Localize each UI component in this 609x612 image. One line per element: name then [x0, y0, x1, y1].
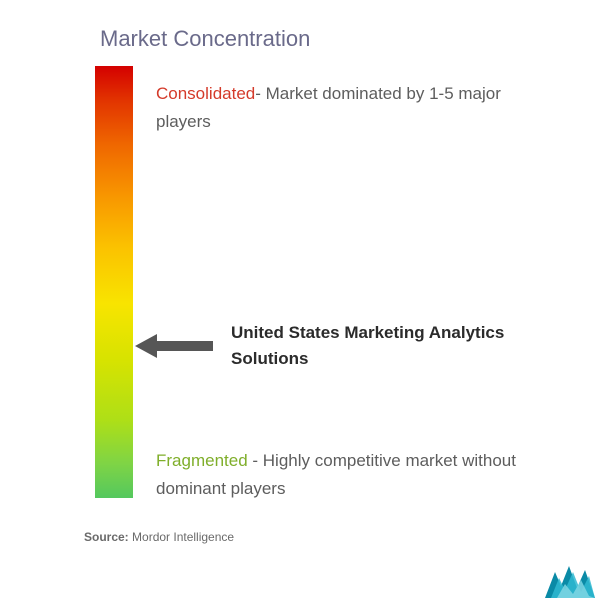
concentration-gradient-bar: [95, 66, 133, 498]
fragmented-caption: Fragmented - Highly competitive market w…: [156, 447, 576, 503]
fragmented-label: Fragmented: [156, 451, 248, 470]
consolidated-caption: Consolidated- Market dominated by 1-5 ma…: [156, 80, 556, 136]
market-position-marker: United States Marketing Analytics Soluti…: [135, 320, 565, 371]
source-attribution: Source: Mordor Intelligence: [84, 530, 234, 544]
arrow-left-icon: [135, 332, 213, 360]
source-label: Source:: [84, 530, 129, 544]
consolidated-label: Consolidated: [156, 84, 255, 103]
mordor-intelligence-logo-icon: [545, 566, 595, 598]
market-position-label: United States Marketing Analytics Soluti…: [231, 320, 565, 371]
source-value: Mordor Intelligence: [129, 530, 234, 544]
chart-title: Market Concentration: [100, 26, 310, 52]
